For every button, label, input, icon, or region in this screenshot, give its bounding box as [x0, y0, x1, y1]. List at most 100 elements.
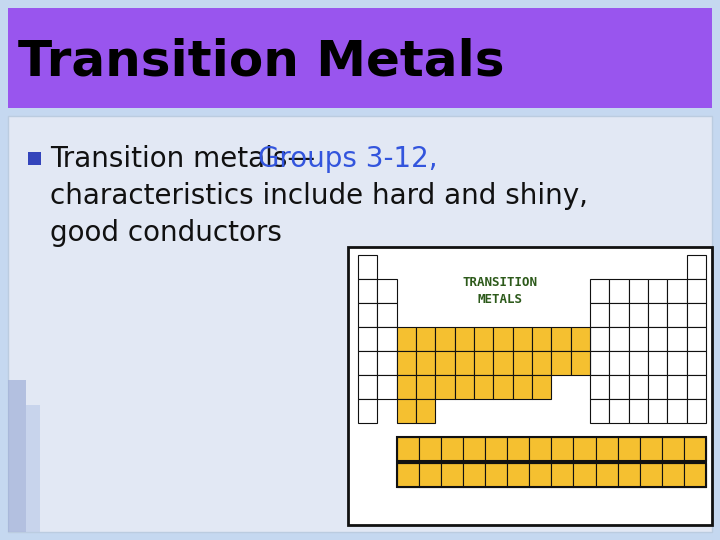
Bar	[687, 303, 706, 327]
Bar	[377, 279, 397, 303]
Bar	[377, 351, 397, 375]
Bar	[684, 463, 706, 487]
Bar	[595, 463, 618, 487]
Bar	[441, 463, 463, 487]
Bar	[571, 327, 590, 351]
Bar	[358, 375, 377, 399]
Bar	[552, 463, 573, 487]
Bar	[493, 351, 513, 375]
Bar	[590, 351, 609, 375]
Bar	[552, 437, 573, 461]
Bar	[532, 375, 552, 399]
Bar	[667, 399, 687, 423]
Bar	[639, 463, 662, 487]
Bar	[454, 375, 474, 399]
Bar	[416, 327, 436, 351]
Bar	[609, 399, 629, 423]
Bar	[573, 463, 595, 487]
Bar	[648, 327, 667, 351]
Bar	[416, 351, 436, 375]
Bar	[377, 303, 397, 327]
Bar	[629, 399, 648, 423]
Bar	[419, 463, 441, 487]
Bar	[377, 375, 397, 399]
Bar	[629, 375, 648, 399]
Text: TRANSITION
METALS: TRANSITION METALS	[462, 276, 537, 306]
Bar	[618, 463, 639, 487]
Bar	[573, 437, 595, 461]
Bar	[485, 437, 507, 461]
Bar	[667, 327, 687, 351]
Bar	[358, 279, 377, 303]
Bar	[552, 351, 571, 375]
Bar	[648, 351, 667, 375]
Bar	[571, 351, 590, 375]
Bar	[348, 247, 712, 525]
Bar	[590, 375, 609, 399]
Bar	[474, 327, 493, 351]
Bar	[397, 437, 706, 461]
Bar	[648, 303, 667, 327]
Bar	[416, 375, 436, 399]
Text: good conductors: good conductors	[50, 219, 282, 247]
Bar	[507, 437, 529, 461]
Bar	[667, 375, 687, 399]
Bar	[493, 375, 513, 399]
Text: Transition metals—: Transition metals—	[50, 145, 315, 173]
Bar	[609, 279, 629, 303]
Bar	[485, 463, 507, 487]
Bar	[436, 327, 454, 351]
Bar	[397, 463, 706, 487]
Bar	[397, 399, 416, 423]
Bar	[397, 351, 416, 375]
Bar	[397, 463, 419, 487]
Bar	[377, 327, 397, 351]
Bar	[416, 399, 436, 423]
Bar	[667, 279, 687, 303]
Bar	[529, 437, 552, 461]
Bar	[590, 279, 609, 303]
Bar	[358, 399, 377, 423]
Bar	[454, 327, 474, 351]
Bar	[441, 437, 463, 461]
Bar	[513, 327, 532, 351]
Bar	[629, 351, 648, 375]
Bar	[667, 303, 687, 327]
Text: characteristics include hard and shiny,: characteristics include hard and shiny,	[50, 182, 588, 210]
Bar	[639, 437, 662, 461]
Bar	[358, 255, 377, 279]
Bar	[609, 327, 629, 351]
Bar	[513, 375, 532, 399]
Bar	[662, 463, 684, 487]
Bar	[474, 375, 493, 399]
Bar	[609, 375, 629, 399]
Bar	[8, 380, 26, 532]
Bar	[667, 351, 687, 375]
Bar	[687, 279, 706, 303]
Bar	[532, 327, 552, 351]
Bar	[507, 463, 529, 487]
Bar	[8, 8, 712, 108]
Bar	[397, 437, 419, 461]
Bar	[8, 116, 712, 532]
Bar	[687, 255, 706, 279]
Bar	[629, 327, 648, 351]
Bar	[687, 351, 706, 375]
Bar	[358, 303, 377, 327]
Bar	[358, 351, 377, 375]
Bar	[436, 375, 454, 399]
Bar	[529, 463, 552, 487]
Bar	[463, 437, 485, 461]
Bar	[684, 437, 706, 461]
Bar	[26, 405, 40, 532]
Bar	[618, 437, 639, 461]
Bar	[493, 327, 513, 351]
Text: Transition Metals: Transition Metals	[18, 38, 505, 86]
Bar	[397, 375, 416, 399]
Text: Groups 3-12,: Groups 3-12,	[258, 145, 438, 173]
Bar	[648, 279, 667, 303]
Bar	[648, 375, 667, 399]
Bar	[687, 375, 706, 399]
Bar	[28, 152, 41, 165]
Bar	[629, 303, 648, 327]
